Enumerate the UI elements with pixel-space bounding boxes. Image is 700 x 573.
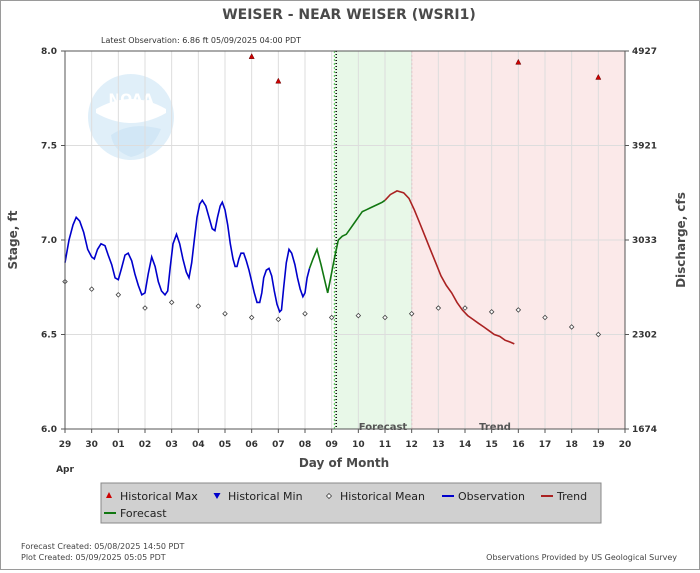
noaa-logo: NOAA (88, 74, 174, 160)
series-line-trend (384, 190, 515, 345)
y-right-tick-label: 2302 (632, 331, 657, 341)
x-tick-label: 08 (299, 440, 312, 450)
x-tick-label: 17 (539, 440, 552, 450)
y-right-tick-label: 3033 (632, 236, 657, 246)
historical-mean-marker (462, 305, 468, 311)
y-left-tick-label: 6.0 (41, 425, 57, 435)
y-left-tick-label: 7.0 (41, 236, 57, 246)
historical-mean-marker (568, 324, 575, 330)
x-tick-label: 19 (592, 440, 605, 450)
chart-title: WEISER - NEAR WEISER (WSRI1) (222, 7, 476, 23)
y-left-tick-label: 8.0 (41, 47, 57, 57)
trend-band-label: Trend (479, 422, 511, 433)
latest-observation: Latest Observation: 6.86 ft 05/09/2025 0… (101, 36, 301, 45)
series-lines (64, 190, 515, 345)
legend-label: Historical Min (228, 490, 303, 503)
plot-created: Plot Created: 05/09/2025 05:05 PDT (21, 553, 166, 562)
historical-mean-marker (248, 314, 255, 321)
forecast-band-label: Forecast (359, 422, 408, 433)
y-axis-right-label: Discharge, cfs (674, 192, 688, 288)
legend-label: Trend (556, 490, 587, 503)
historical-mean-marker (275, 316, 282, 323)
x-tick-label: 04 (192, 440, 205, 450)
x-tick-label: 07 (272, 440, 285, 450)
historical-mean-marker (302, 310, 308, 317)
x-tick-label: 03 (165, 440, 178, 450)
x-tick-label: 05 (219, 440, 232, 450)
legend-marker-max (106, 492, 112, 498)
legend: Historical Max Historical Min Historical M… (104, 490, 587, 520)
legend-label: Forecast (120, 507, 167, 520)
x-tick-label: 01 (112, 440, 125, 450)
forecast-created: Forecast Created: 05/08/2025 14:50 PDT (21, 542, 185, 551)
y-right-tick-label: 3921 (632, 142, 657, 152)
historical-mean-marker (328, 314, 335, 321)
x-tick-label: 02 (139, 440, 152, 450)
legend-label: Observation (458, 490, 525, 503)
x-tick-label: 09 (325, 440, 338, 450)
legend-label: Historical Max (120, 490, 198, 503)
month-label: Apr (56, 465, 74, 475)
x-tick-label: 10 (352, 440, 365, 450)
x-tick-label: 15 (485, 440, 498, 450)
y-axis-left-label: Stage, ft (6, 210, 20, 269)
x-tick-label: 06 (245, 440, 258, 450)
noaa-logo-text: NOAA (109, 92, 154, 108)
legend-marker-min (213, 493, 221, 499)
y-right-tick-label: 4927 (632, 47, 657, 57)
x-tick-label: 30 (85, 440, 98, 450)
x-tick-label: 18 (565, 440, 578, 450)
legend-marker-mean (325, 492, 333, 500)
historical-mean-marker (168, 299, 175, 306)
historical-max-marker (515, 58, 522, 65)
historical-mean-marker (355, 312, 362, 319)
x-tick-label: 11 (379, 440, 392, 450)
historical-mean-marker (142, 305, 148, 311)
x-tick-label: 29 (59, 440, 72, 450)
historical-mean-marker (595, 331, 602, 338)
x-tick-label: 12 (405, 440, 418, 450)
historical-mean-marker (408, 310, 415, 317)
historical-mean-marker (382, 314, 388, 321)
historical-mean-marker (542, 314, 548, 321)
historical-max-marker (248, 53, 255, 59)
historical-mean-marker (88, 286, 95, 292)
x-tick-label: 13 (432, 440, 445, 450)
legend-box (100, 482, 602, 524)
historical-mean-marker (488, 309, 495, 315)
series-line-observation (64, 198, 311, 314)
historical-max-marker (275, 77, 282, 84)
historical-mean-marker (115, 292, 122, 298)
historical-mean-marker (515, 307, 522, 313)
x-tick-label: 14 (459, 440, 472, 450)
historical-max-marker (595, 73, 602, 80)
data-provider: Observations Provided by US Geological S… (486, 553, 677, 562)
historical-mean-marker (222, 310, 228, 317)
x-tick-label: 16 (512, 440, 525, 450)
legend-label: Historical Mean (340, 490, 425, 503)
x-tick-label: 20 (619, 440, 632, 450)
x-axis-label: Day of Month (299, 456, 389, 470)
y-left-tick-label: 6.5 (41, 331, 57, 341)
y-left-tick-label: 7.5 (41, 142, 57, 152)
historical-mean-marker (435, 305, 442, 311)
y-right-tick-label: 1674 (632, 425, 657, 435)
historical-mean-marker (195, 303, 202, 309)
axes: 29 30 01 02 03 04 05 06 07 08 09 10 11 12 13 14 15 16 17 18… (41, 47, 657, 450)
series-line-forecast (308, 199, 386, 294)
